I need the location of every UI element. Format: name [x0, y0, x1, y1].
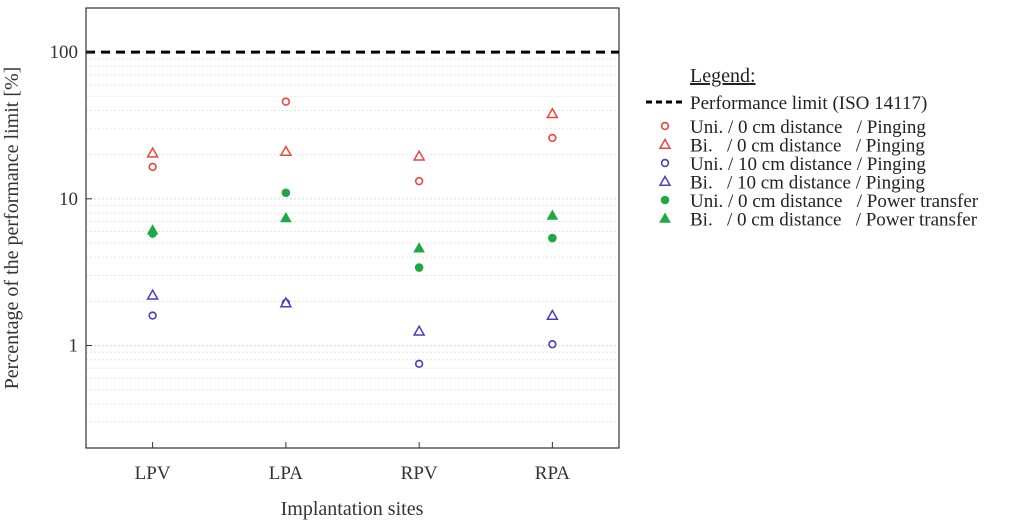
y-axis-title: Percentage of the performance limit [%]: [1, 67, 23, 390]
data-point: [412, 324, 426, 336]
data-point: [546, 107, 559, 119]
data-point: [414, 176, 424, 186]
data-point: [146, 288, 159, 300]
data-point: [280, 211, 292, 223]
data-point: [414, 263, 424, 272]
y-tick-label: 10: [59, 189, 78, 210]
legend: Legend: Performance limit (ISO 14117) Un…: [646, 65, 979, 231]
data-point: [279, 145, 293, 157]
data-point: [546, 309, 559, 321]
data-marks: [146, 97, 559, 369]
x-axis-title: Implantation sites: [281, 498, 424, 520]
legend-label: Uni. / 10 cm distance / Pinging: [690, 154, 926, 175]
grid-lines: [86, 7, 619, 449]
data-point: [413, 242, 425, 253]
data-point: [548, 133, 557, 143]
legend-marker: [658, 137, 672, 149]
plot-area-frame: [85, 7, 620, 449]
legend-marker: [660, 158, 670, 168]
data-point: [281, 97, 291, 106]
x-tick-label: RPA: [535, 463, 570, 484]
legend-marker: [658, 174, 672, 186]
x-tick-label: LPV: [135, 463, 171, 484]
x-tick-label: LPA: [269, 463, 303, 484]
data-point: [148, 162, 157, 172]
legend-label: Bi. / 0 cm distance / Power transfer: [690, 210, 978, 231]
legend-marker: [660, 121, 670, 131]
y-tick-label: 100: [50, 42, 79, 63]
legend-label: Uni. / 0 cm distance / Power transfer: [690, 191, 979, 212]
legend-label: Bi. / 0 cm distance / Pinging: [690, 136, 925, 157]
data-point: [148, 311, 157, 320]
data-point: [281, 188, 291, 198]
legend-ref-line-label: Performance limit (ISO 14117): [690, 93, 927, 114]
data-point: [414, 359, 424, 369]
legend-marker: [659, 212, 671, 223]
legend-marker: [660, 195, 670, 205]
x-axis-ticks: LPV LPA RPV RPA: [135, 442, 570, 484]
data-point: [548, 233, 557, 243]
legend-label: Uni. / 0 cm distance / Pinging: [690, 117, 926, 138]
y-axis-ticks: 1 10 100: [50, 42, 92, 356]
y-tick-label: 1: [69, 335, 79, 356]
data-point: [412, 149, 426, 161]
data-point: [279, 296, 293, 308]
data-point: [146, 146, 159, 158]
data-point: [546, 209, 559, 220]
data-point: [146, 224, 159, 235]
legend-title: Legend:: [690, 65, 756, 87]
data-point: [548, 340, 557, 349]
x-tick-label: RPV: [401, 463, 438, 484]
legend-label: Bi. / 10 cm distance / Pinging: [690, 173, 925, 194]
